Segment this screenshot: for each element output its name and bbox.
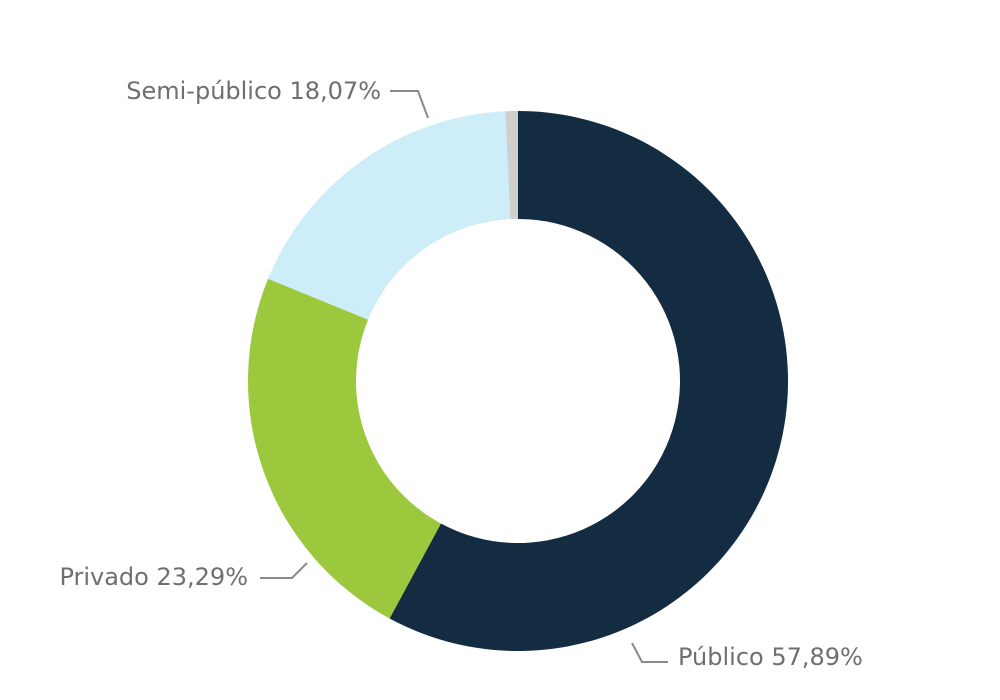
slice-semi-p-blico: [268, 111, 511, 320]
label-leaders: [260, 90, 668, 663]
leader-line-privado: [260, 562, 308, 579]
slice-p-blico: [389, 111, 789, 651]
slice-label-p-blico: Público 57,89%: [678, 643, 863, 671]
slice-privado: [248, 278, 441, 619]
slice-label-semi-p-blico: Semi-público 18,07%: [126, 77, 381, 105]
slice-other: [505, 111, 518, 220]
donut-slices: [248, 111, 789, 651]
slice-labels: Público 57,89% Privado 23,29% Semi-público…: [59, 77, 862, 671]
leader-line-semi-p-blico: [390, 90, 429, 119]
leader-line-p-blico: [631, 642, 668, 663]
slice-label-privado: Privado 23,29%: [59, 563, 248, 591]
